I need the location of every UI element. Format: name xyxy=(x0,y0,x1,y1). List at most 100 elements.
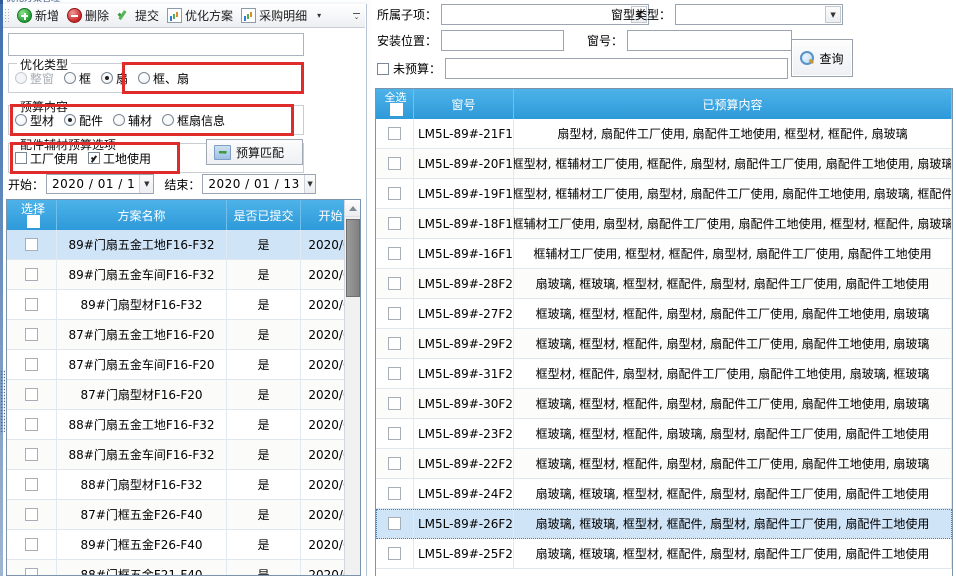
table-row[interactable]: LM5L-89#-21F19 扇型材, 扇配件工厂使用, 扇配件工地使用, 框型材… xyxy=(376,119,952,149)
row-checkbox[interactable] xyxy=(25,568,38,575)
toolbar-grip[interactable] xyxy=(4,7,11,24)
radio-opt-type-whole-window[interactable]: 整窗 xyxy=(15,70,54,87)
row-select-cell[interactable] xyxy=(7,350,57,379)
row-checkbox[interactable] xyxy=(388,307,401,320)
chevron-down-icon[interactable]: ▼ xyxy=(825,6,842,23)
table-row[interactable]: 88#门扇型材F16-F32 是 2020/0 xyxy=(7,470,360,500)
table-row[interactable]: 89#门扇五金车间F16-F32 是 2020/0 xyxy=(7,260,360,290)
table-row[interactable]: LM5L-89#-23F21 框玻璃, 框型材, 框配件, 扇玻璃, 扇型材, 扇… xyxy=(376,419,952,449)
row-checkbox[interactable] xyxy=(388,247,401,260)
table-row[interactable]: 87#门扇五金车间F16-F20 是 2020/0 xyxy=(7,350,360,380)
budget-grid-header-content[interactable]: 已预算内容 xyxy=(514,89,952,119)
row-checkbox[interactable] xyxy=(388,397,401,410)
radio-budget-frame-sash-info[interactable]: 框扇信息 xyxy=(162,112,225,129)
row-select-cell[interactable] xyxy=(7,410,57,439)
row-select-cell[interactable] xyxy=(7,380,57,409)
scheme-grid-header-name[interactable]: 方案名称 xyxy=(57,200,227,230)
row-checkbox[interactable] xyxy=(25,268,38,281)
row-select-cell[interactable] xyxy=(376,389,414,418)
row-select-cell[interactable] xyxy=(376,479,414,508)
row-checkbox[interactable] xyxy=(388,457,401,470)
row-checkbox[interactable] xyxy=(25,508,38,521)
sub-item-combobox[interactable]: ▼ xyxy=(441,4,650,25)
toolbar-optimize-scheme-button[interactable]: 优化方案 xyxy=(163,5,237,27)
table-row[interactable]: LM5L-89#-20F18 框型材, 框辅材工厂使用, 框配件, 扇型材, 扇配… xyxy=(376,149,952,179)
radio-budget-profile[interactable]: 型材 xyxy=(15,112,54,129)
table-row[interactable]: 89#门扇型材F16-F32 是 2020/0 xyxy=(7,290,360,320)
row-checkbox[interactable] xyxy=(388,487,401,500)
table-row[interactable]: LM5L-89#-24F22 扇玻璃, 框玻璃, 框型材, 框配件, 扇型材, 扇… xyxy=(376,479,952,509)
row-select-cell[interactable] xyxy=(7,260,57,289)
table-row[interactable]: LM5L-89#-18F16 框辅材工厂使用, 扇型材, 扇配件工厂使用, 扇配件… xyxy=(376,209,952,239)
chevron-down-icon[interactable]: ▼ xyxy=(303,175,316,193)
row-select-cell[interactable] xyxy=(376,509,414,538)
table-row[interactable]: LM5L-89#-27F25 框玻璃, 框型材, 框配件, 扇型材, 扇配件工厂使… xyxy=(376,299,952,329)
checkbox-factory-use[interactable]: 工厂使用 xyxy=(15,150,78,167)
row-checkbox[interactable] xyxy=(388,157,401,170)
table-row[interactable]: LM5L-89#-22F20 框玻璃, 框型材, 框配件, 扇型材, 扇配件工厂使… xyxy=(376,449,952,479)
no-budget-checkbox[interactable] xyxy=(377,62,389,75)
row-select-cell[interactable] xyxy=(376,539,414,568)
scheme-filter-input[interactable] xyxy=(8,33,304,56)
row-select-cell[interactable] xyxy=(376,209,414,238)
install-position-input[interactable] xyxy=(441,30,565,51)
table-row[interactable]: 89#门框五金F26-F40 是 2020/0 xyxy=(7,530,360,560)
row-select-cell[interactable] xyxy=(376,179,414,208)
table-row[interactable]: LM5L-89#-26F24 扇玻璃, 框玻璃, 框型材, 框配件, 扇型材, 扇… xyxy=(376,509,952,539)
row-select-cell[interactable] xyxy=(376,449,414,478)
row-select-cell[interactable] xyxy=(376,359,414,388)
radio-opt-type-frame[interactable]: 框 xyxy=(64,70,91,87)
budget-match-button[interactable]: 预算匹配 xyxy=(206,139,303,165)
table-row[interactable]: 88#门扇五金工地F16-F32 是 2020/0 xyxy=(7,410,360,440)
row-select-cell[interactable] xyxy=(7,470,57,499)
radio-budget-accessory[interactable]: 配件 xyxy=(64,112,103,129)
query-button[interactable]: 查询 xyxy=(791,39,853,77)
scheme-grid-header-submitted[interactable]: 是否已提交 xyxy=(227,200,301,230)
toolbar-submit-button[interactable]: 提交 xyxy=(113,5,163,27)
row-checkbox[interactable] xyxy=(25,298,38,311)
radio-opt-type-sash[interactable]: 扇 xyxy=(101,70,128,87)
table-row[interactable]: LM5L-89#-25F23 扇玻璃, 框玻璃, 框型材, 框配件, 扇型材, 扇… xyxy=(376,539,952,569)
toolbar-delete-button[interactable]: 删除 xyxy=(63,5,113,27)
row-checkbox[interactable] xyxy=(388,337,401,350)
scroll-up-button[interactable] xyxy=(345,200,360,217)
budget-grid-header-window-no[interactable]: 窗号 xyxy=(414,89,514,119)
select-all-checkbox[interactable] xyxy=(27,214,40,228)
row-select-cell[interactable] xyxy=(7,560,57,575)
row-checkbox[interactable] xyxy=(388,217,401,230)
table-row[interactable]: 88#门扇五金车间F16-F32 是 2020/0 xyxy=(7,440,360,470)
toolbar-overflow-button[interactable]: ⌄ xyxy=(350,7,363,25)
row-select-cell[interactable] xyxy=(7,230,57,259)
row-checkbox[interactable] xyxy=(25,238,38,251)
row-select-cell[interactable] xyxy=(7,530,57,559)
start-date-picker[interactable]: 2020 / 01 / 1 ▼ xyxy=(46,174,155,194)
table-row[interactable]: LM5L-89#-19F17 框型材, 框辅材工厂使用, 扇型材, 扇配件工厂使用… xyxy=(376,179,952,209)
row-select-cell[interactable] xyxy=(7,440,57,469)
table-row[interactable]: 87#门框五金F26-F40 是 2020/0 xyxy=(7,500,360,530)
chevron-down-icon[interactable]: ▼ xyxy=(631,6,648,23)
chevron-down-icon[interactable]: ▼ xyxy=(139,175,154,193)
table-row[interactable]: 88#门框五金F21-F40 是 2020/0 xyxy=(7,560,360,575)
table-row[interactable]: LM5L-89#-30F28 框玻璃, 框型材, 框配件, 扇型材, 扇配件工厂使… xyxy=(376,389,952,419)
table-row[interactable]: 87#门扇五金工地F16-F20 是 2020/0 xyxy=(7,320,360,350)
row-checkbox[interactable] xyxy=(388,427,401,440)
row-checkbox[interactable] xyxy=(25,418,38,431)
end-date-picker[interactable]: 2020 / 01 / 13 ▼ xyxy=(202,174,317,194)
checkbox-site-use[interactable]: 工地使用 xyxy=(88,150,151,167)
row-select-cell[interactable] xyxy=(7,500,57,529)
radio-opt-type-frame-and-sash[interactable]: 框、扇 xyxy=(138,70,189,87)
radio-budget-aux-material[interactable]: 辅材 xyxy=(113,112,152,129)
row-checkbox[interactable] xyxy=(388,547,401,560)
toolbar-add-button[interactable]: 新增 xyxy=(13,5,63,27)
row-checkbox[interactable] xyxy=(388,277,401,290)
row-checkbox[interactable] xyxy=(388,367,401,380)
row-select-cell[interactable] xyxy=(376,419,414,448)
row-checkbox[interactable] xyxy=(25,538,38,551)
table-row[interactable]: LM5L-89#-28F26 扇玻璃, 框玻璃, 框型材, 框配件, 扇型材, 扇… xyxy=(376,269,952,299)
row-checkbox[interactable] xyxy=(388,127,401,140)
table-row[interactable]: 87#门扇型材F16-F20 是 2020/0 xyxy=(7,380,360,410)
table-row[interactable]: 89#门扇五金工地F16-F32 是 2020/0 xyxy=(7,230,360,260)
window-no-input[interactable] xyxy=(627,30,793,51)
table-row[interactable]: LM5L-89#-29F27 框玻璃, 框型材, 框配件, 扇型材, 扇配件工厂使… xyxy=(376,329,952,359)
scrollbar-thumb[interactable] xyxy=(346,219,360,297)
